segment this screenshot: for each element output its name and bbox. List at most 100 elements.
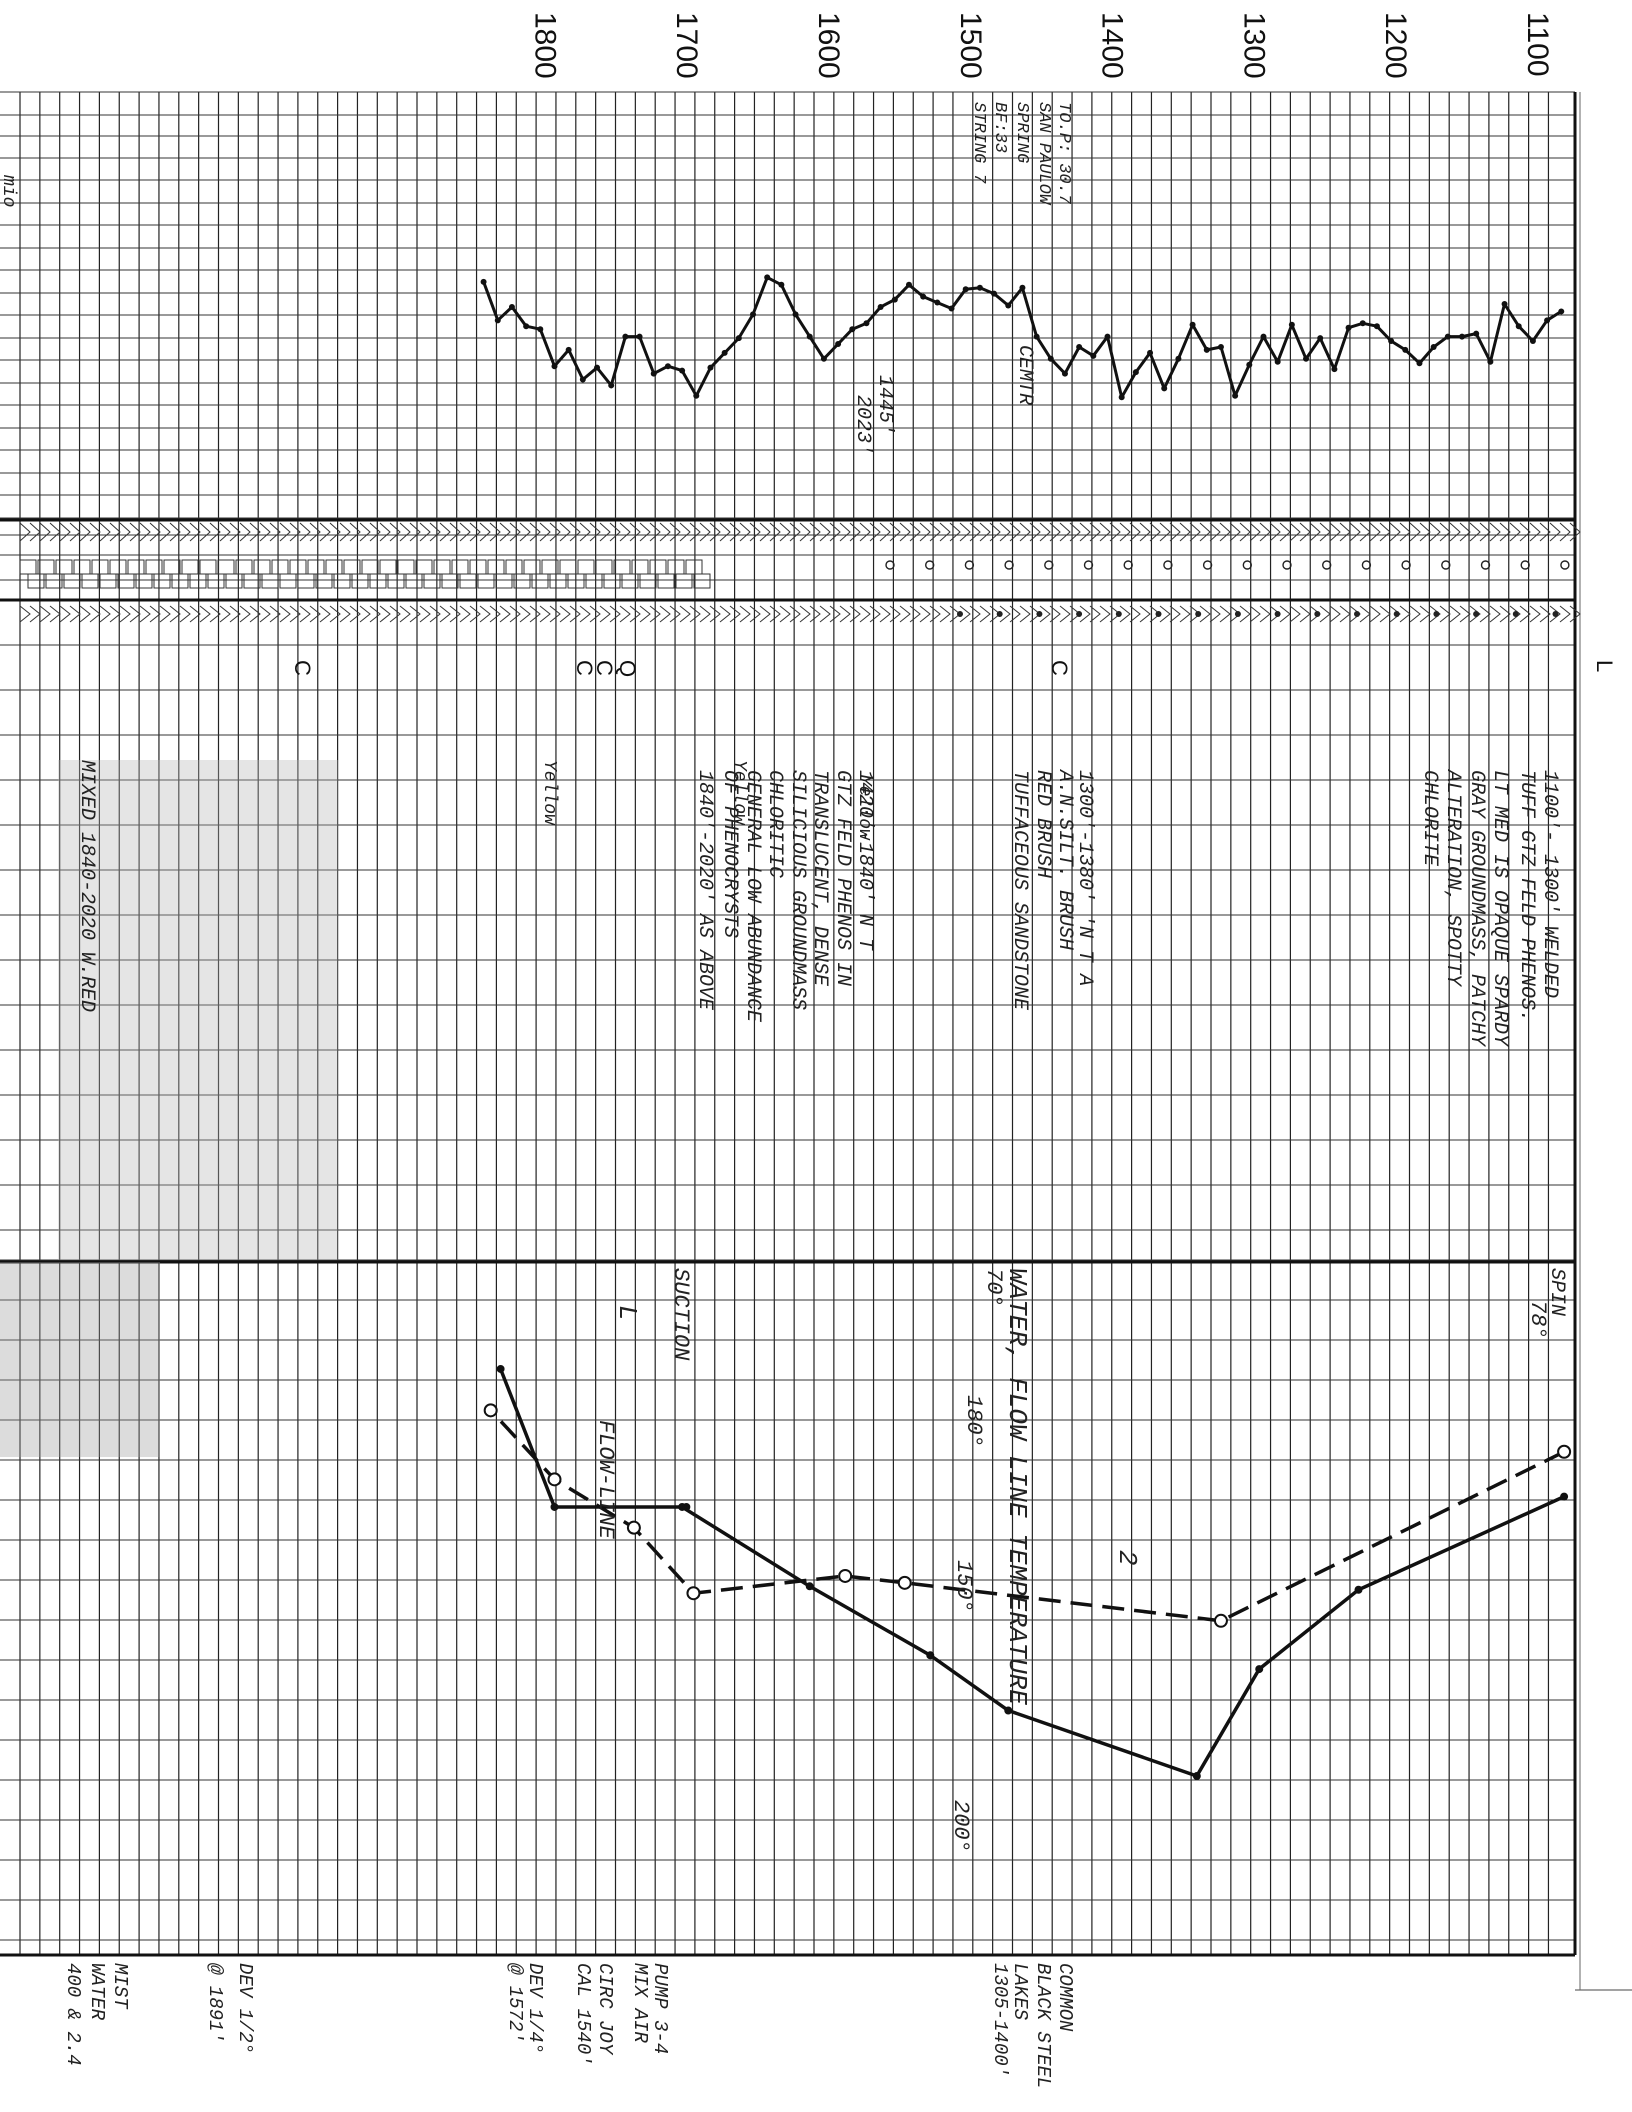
log-curve-point [1473, 330, 1480, 337]
temperature-note: SPIN [1545, 1268, 1568, 1316]
chevron-track-mark [329, 605, 341, 623]
chevron-track-mark [739, 522, 751, 542]
chevron-track-mark [1219, 522, 1231, 542]
brick-symbol [523, 559, 541, 575]
log-curve-point [750, 311, 757, 318]
chevron-track-mark [599, 522, 611, 542]
chevron-track-mark [749, 605, 761, 623]
chevron-track-mark [239, 522, 251, 542]
header-note: TO.P: 30.7 [1054, 102, 1073, 205]
brick-symbol [163, 559, 181, 575]
chevron-track-mark [49, 522, 61, 542]
chevron-track-mark [449, 522, 461, 542]
lithology-note: A.N.SILT. BRUSH [1053, 768, 1076, 950]
chevron-track-mark [1149, 522, 1161, 542]
circle-symbol [1163, 560, 1173, 570]
chevron-track-mark [109, 605, 121, 623]
log-curve-point [579, 376, 586, 383]
chevron-track-mark [1509, 522, 1521, 542]
chevron-track-mark [1239, 522, 1251, 542]
log-curve-point [1558, 308, 1565, 315]
margin-label: mio [0, 175, 18, 207]
chevron-track-mark [1009, 605, 1021, 623]
chevron-track-mark [1289, 522, 1301, 542]
chevron-track-mark [179, 522, 191, 542]
chevron-track-mark [1129, 522, 1141, 542]
chevron-track-mark [199, 522, 211, 542]
chevron-track-mark [99, 522, 111, 542]
chevron-track-mark [1299, 522, 1311, 542]
chevron-track-mark [49, 605, 61, 623]
chevron-track-mark [1419, 522, 1431, 542]
chevron-track-mark [429, 522, 441, 542]
circle-symbol [1560, 560, 1570, 570]
chevron-track-mark [1519, 522, 1531, 542]
symbol-letter: L [1592, 660, 1617, 672]
footer-note: BLACK STEEL [1032, 1963, 1054, 2088]
chevron-track-mark [949, 522, 961, 542]
temperature-chart-title: WATER, FLOW LINE TEMPERATURE [1002, 1268, 1032, 1705]
chevron-track-mark [899, 522, 911, 542]
chevron-track-mark [819, 605, 831, 623]
log-curve-point [1260, 333, 1267, 340]
chevron-track-mark [959, 522, 971, 542]
chevron-track-mark [879, 605, 891, 623]
chevron-track-mark [309, 522, 321, 542]
chevron-track-mark [649, 605, 661, 623]
chevron-track-mark [719, 605, 731, 623]
brick-symbol [199, 559, 217, 575]
header-note: BF:33 [990, 102, 1009, 153]
log-curve-point [764, 274, 771, 281]
lithology-note: RED BRUSH [1031, 770, 1054, 878]
chevron-track-mark [769, 605, 781, 623]
chevron-track-mark [499, 605, 511, 623]
lithology-note: 1300'-1380' 'N T A [1073, 770, 1096, 986]
chevron-track-mark [419, 522, 431, 542]
brick-symbol [171, 573, 189, 589]
chevron-track-mark [1559, 605, 1571, 623]
chevron-track-mark [1099, 522, 1111, 542]
brick-symbol [495, 573, 513, 589]
lithology-note: TUFF GTZ FELD PHENOS. [1515, 770, 1538, 1022]
chevron-track-mark [1169, 522, 1181, 542]
chevron-track-mark [569, 522, 581, 542]
chevron-track-mark [219, 605, 231, 623]
lithology-note: Yellow [854, 775, 874, 841]
depth-label: 1700 [670, 12, 703, 79]
chevron-track-mark [249, 605, 261, 623]
chevron-track-mark [919, 522, 931, 542]
log-curve-point [806, 333, 813, 340]
chevron-track-mark [759, 522, 771, 542]
log-curve-point [1090, 352, 1097, 359]
log-curve-point [891, 296, 898, 303]
chevron-track-mark [819, 522, 831, 542]
temperature-curve-point [1192, 1772, 1201, 1781]
brick-symbol [505, 559, 523, 575]
temperature-curve-point [547, 1472, 562, 1487]
curve-note: 2023' [851, 395, 874, 455]
circle-symbol [1361, 560, 1372, 570]
chevron-track-mark [829, 605, 841, 623]
chevron-track-mark [1539, 605, 1551, 623]
footer-note: LAKES [1009, 1963, 1031, 2021]
chevron-track-mark [559, 522, 571, 542]
footer-note: @ 1572' [504, 1963, 526, 2043]
dot-symbol [1036, 611, 1043, 617]
log-curve-point [1303, 355, 1310, 362]
chevron-track-mark [709, 522, 721, 542]
chevron-track-mark [399, 522, 411, 542]
brick-symbol [261, 573, 279, 589]
chevron-track-mark [319, 522, 331, 542]
chevron-track-mark [1429, 605, 1441, 623]
chevron-track-mark [229, 605, 241, 623]
temperature-marker: 200° [948, 1800, 973, 1853]
chevron-track-mark [209, 522, 221, 542]
chevron-track-mark [339, 522, 351, 542]
chevron-track-mark [789, 522, 801, 542]
chevron-track-mark [189, 605, 201, 623]
chevron-track-mark [219, 522, 231, 542]
log-curve-point [1005, 302, 1012, 309]
chevron-track-mark [809, 522, 821, 542]
chevron-track-mark [779, 605, 791, 623]
symbol-letter: C [592, 660, 617, 676]
